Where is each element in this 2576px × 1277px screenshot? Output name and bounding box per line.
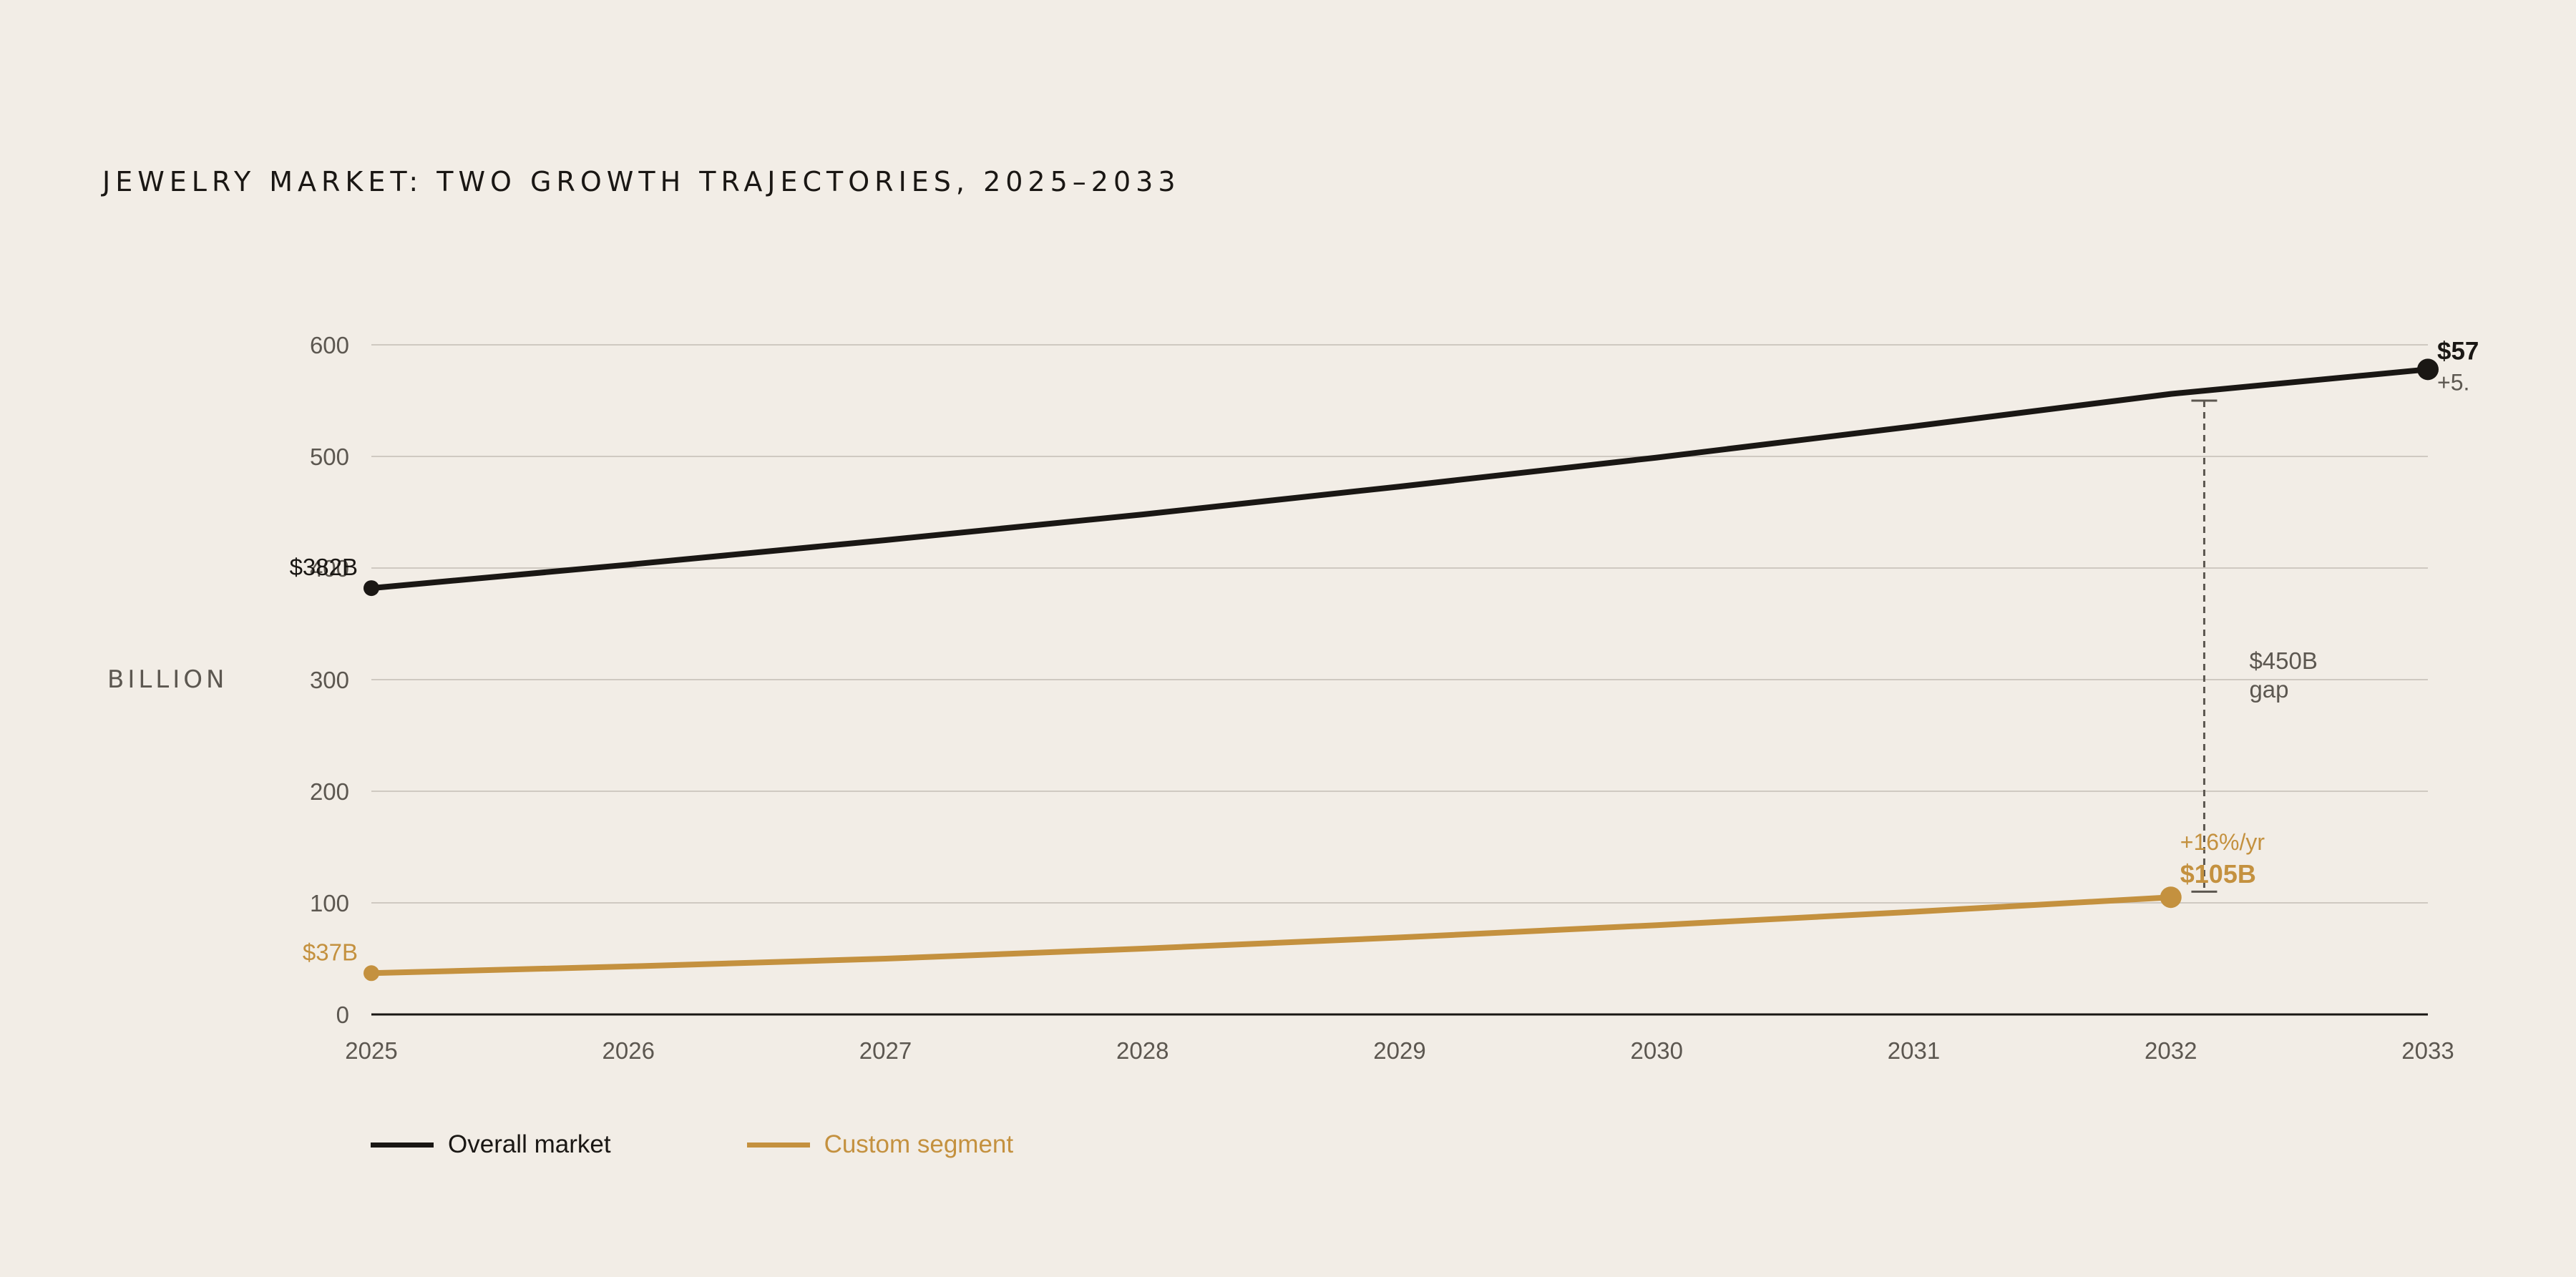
- legend-swatch-custom: [746, 1142, 810, 1148]
- start-value-label: $37B: [303, 939, 358, 965]
- x-tick-label: 2028: [1116, 1037, 1169, 1064]
- x-tick-label: 2025: [345, 1037, 397, 1064]
- y-axis-unit-label: BILLION: [107, 665, 228, 694]
- y-tick-label: 200: [310, 778, 349, 805]
- y-tick-label: 0: [336, 1002, 349, 1028]
- legend-label-custom: Custom segment: [824, 1130, 1014, 1158]
- series-line-1: [369, 894, 2174, 977]
- end-point-marker: [2417, 358, 2439, 381]
- x-tick-label: 2033: [2401, 1037, 2454, 1064]
- legend-item-overall: Overall market: [371, 1130, 611, 1159]
- y-tick-label: 100: [310, 890, 349, 916]
- series-line-0: [369, 366, 2431, 592]
- start-value-label: $382B: [290, 554, 358, 580]
- legend: Overall market Custom segment: [371, 1130, 1149, 1159]
- start-point-marker: [364, 580, 379, 597]
- legend-item-custom: Custom segment: [746, 1130, 1014, 1159]
- overall-end-growth-label: +5.: [2437, 369, 2469, 395]
- start-point-marker: [364, 965, 379, 982]
- x-tick-label: 2026: [602, 1037, 655, 1064]
- series-lines: [364, 358, 2439, 982]
- overall-end-value-label: $57: [2437, 337, 2479, 365]
- gap-value-label: $450B: [2249, 647, 2317, 674]
- gap-word-label: gap: [2249, 676, 2288, 703]
- custom-end-growth-label: +16%/yr: [2180, 829, 2265, 855]
- gridlines: [371, 344, 2428, 904]
- x-tick-label: 2027: [859, 1037, 912, 1064]
- data-labels: $382B $37B $57 +5. +16%/yr $105B: [290, 337, 2479, 965]
- legend-label-overall: Overall market: [448, 1130, 611, 1158]
- x-tick-label: 2029: [1373, 1037, 1425, 1064]
- y-tick-label: 400: [310, 555, 349, 582]
- custom-end-value-label: $105B: [2180, 859, 2256, 889]
- x-tick-label: 2032: [2145, 1037, 2197, 1064]
- y-axis-ticks: 0 100 200 300 400 500 600: [310, 332, 349, 1028]
- y-tick-label: 600: [310, 332, 349, 358]
- x-tick-label: 2031: [1888, 1037, 1940, 1064]
- x-axis-ticks: 2025 2026 2027 2028 2029 2030 2031 2032 2033: [345, 1037, 2454, 1064]
- y-tick-label: 500: [310, 444, 349, 470]
- x-tick-label: 2030: [1631, 1037, 1683, 1064]
- legend-swatch-overall: [371, 1142, 434, 1148]
- y-tick-label: 300: [310, 667, 349, 693]
- chart-title: JEWELRY MARKET: TWO GROWTH TRAJECTORIES,…: [102, 166, 1181, 197]
- end-point-marker: [2160, 886, 2182, 909]
